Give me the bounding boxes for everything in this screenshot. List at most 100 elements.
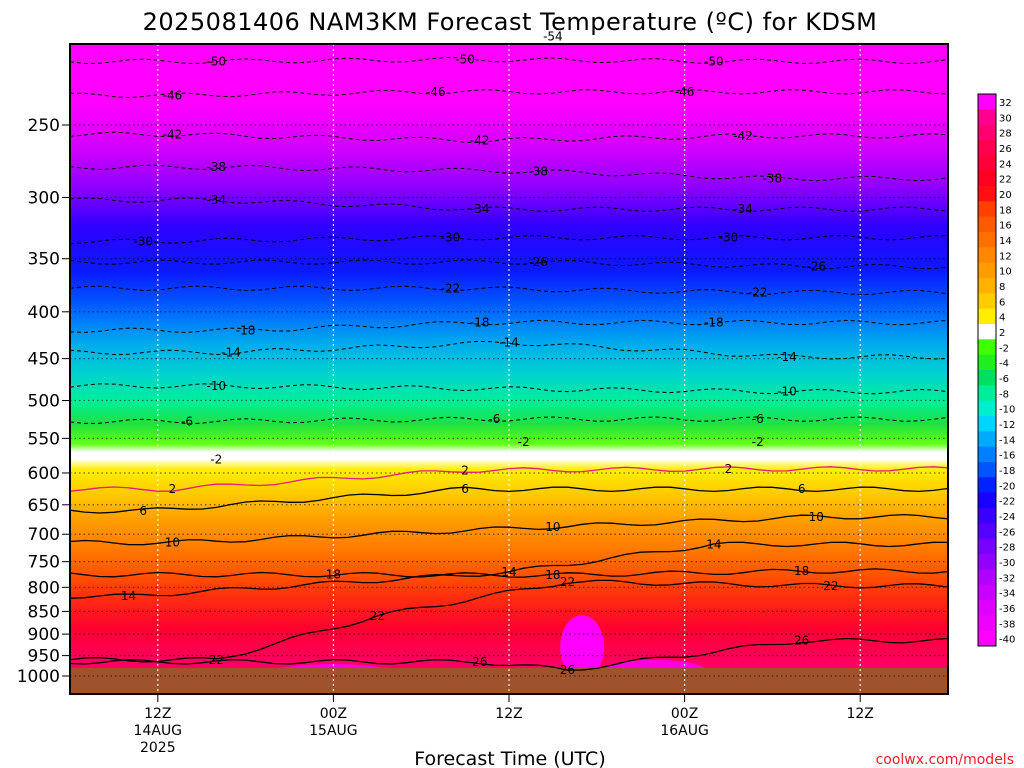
colorbar-label: 2 <box>999 328 1005 339</box>
colorbar-swatch <box>978 600 996 616</box>
isotherm-label: -34 <box>207 193 227 207</box>
isotherm-label: 22 <box>560 575 575 589</box>
colorbar-label: 16 <box>999 221 1012 232</box>
colorbar-swatch <box>978 262 996 279</box>
x-tick-label: 00Z <box>671 706 698 722</box>
colorbar-swatch <box>978 630 996 647</box>
isotherm-label: -18 <box>236 323 256 337</box>
y-tick-label: 700 <box>28 525 60 545</box>
colorbar-swatch <box>978 615 996 632</box>
colorbar-label: 10 <box>999 267 1012 278</box>
isotherm-label: -42 <box>163 127 183 141</box>
y-tick-label: 450 <box>28 350 60 370</box>
colorbar-label: -2 <box>999 343 1009 354</box>
isotherm-label: -50 <box>207 54 227 68</box>
y-tick-label: 900 <box>28 625 60 645</box>
colorbar-label: 32 <box>999 98 1012 109</box>
colorbar-label: 14 <box>999 236 1012 247</box>
y-tick-label: 1000 <box>17 667 60 687</box>
isotherm-label: 14 <box>501 565 516 579</box>
isotherm-label: -26 <box>806 260 826 274</box>
x-tick-label: 12Z <box>846 706 873 722</box>
colorbar-swatch <box>978 308 996 325</box>
isotherm-label: 2 <box>461 463 469 477</box>
isotherm-label: -34 <box>470 202 490 216</box>
x-tick-label: 12Z <box>495 706 522 722</box>
colorbar-label: -28 <box>999 543 1015 554</box>
isotherm-label: -50 <box>455 52 475 66</box>
isotherm-label: -2 <box>752 435 764 449</box>
colorbar-label: -30 <box>999 558 1015 569</box>
colorbar-swatch <box>978 538 996 555</box>
isotherm-label: -18 <box>470 316 490 330</box>
isotherm-line <box>70 131 948 144</box>
colorbar-swatch <box>978 462 996 478</box>
isotherm-label: -10 <box>777 385 797 399</box>
colorbar-label: 18 <box>999 205 1012 216</box>
isotherm-label: -46 <box>426 85 446 99</box>
y-tick-label: 950 <box>28 647 60 667</box>
colorbar-swatch <box>978 216 996 233</box>
colorbar-swatch <box>978 400 996 417</box>
y-tick-label: 300 <box>28 188 60 208</box>
x-axis-title: Forecast Time (UTC) <box>414 748 605 768</box>
colorbar-swatch <box>978 584 996 601</box>
colorbar-label: -18 <box>999 466 1015 477</box>
colorbar-swatch <box>978 370 996 386</box>
isotherm-label: 2 <box>725 462 733 476</box>
colorbar-swatch <box>978 293 996 310</box>
x-tick-label: 15AUG <box>309 723 358 739</box>
colorbar-label: 30 <box>999 113 1012 124</box>
isotherm-label: -34 <box>733 202 753 216</box>
y-tick-label: 250 <box>28 116 60 136</box>
isotherm-label: 22 <box>823 579 838 593</box>
y-tick-label: 650 <box>28 496 60 516</box>
colorbar-swatch <box>978 201 996 218</box>
x-tick-label: 16AUG <box>660 723 709 739</box>
colorbar-label: 20 <box>999 190 1012 201</box>
colorbar-swatch <box>978 140 996 156</box>
isotherm-label: 14 <box>706 537 721 551</box>
colorbar-swatch <box>978 446 996 463</box>
colorbar-label: 12 <box>999 251 1012 262</box>
isotherm-label: 26 <box>472 655 487 669</box>
isotherm-label: 6 <box>461 482 469 496</box>
isotherm-label: -6 <box>181 414 193 428</box>
colorbar-swatch <box>978 569 996 586</box>
isotherm-line <box>70 486 948 514</box>
colorbar-swatch <box>978 186 996 202</box>
colorbar-swatch <box>978 477 996 494</box>
isotherm-label: -38 <box>207 160 227 174</box>
colorbar-label: -14 <box>999 435 1015 446</box>
isotherm-label: -38 <box>763 171 783 185</box>
colorbar-label: 24 <box>999 159 1012 170</box>
isotherm-line <box>70 541 948 599</box>
colorbar-label: -38 <box>999 619 1015 630</box>
x-tick-label: 12Z <box>144 706 171 722</box>
isotherm-label: 18 <box>794 564 809 578</box>
isotherm-label: -42 <box>733 129 753 143</box>
y-tick-label: 550 <box>28 429 60 449</box>
isotherm-label: 6 <box>139 504 147 518</box>
isotherm-line <box>70 579 948 663</box>
colorbar-swatch <box>978 247 996 264</box>
colorbar-swatch <box>978 354 996 371</box>
colorbar-label: -6 <box>999 374 1009 385</box>
isotherm-label: -30 <box>133 234 153 248</box>
isotherm-label: -46 <box>675 85 695 99</box>
y-tick-label: 750 <box>28 553 60 573</box>
colorbar-swatch <box>978 109 996 126</box>
grid-lines <box>70 44 948 694</box>
isotherm-label: -14 <box>499 335 519 349</box>
colorbar-swatch <box>978 508 996 524</box>
colorbar-label: 4 <box>999 313 1005 324</box>
colorbar-label: -20 <box>999 481 1015 492</box>
colorbar-label: 6 <box>999 297 1005 308</box>
isotherm-label: -26 <box>528 255 548 269</box>
isotherm-label: -46 <box>163 88 183 102</box>
y-tick-label: 350 <box>28 250 60 270</box>
isotherm-label: 10 <box>165 536 180 550</box>
isotherm-label: -6 <box>488 412 500 426</box>
y-axis: 250 300 350 400 450 500 550 600 650 700 750 800 850 9… <box>17 116 70 687</box>
isotherm-label: -30 <box>719 231 739 245</box>
